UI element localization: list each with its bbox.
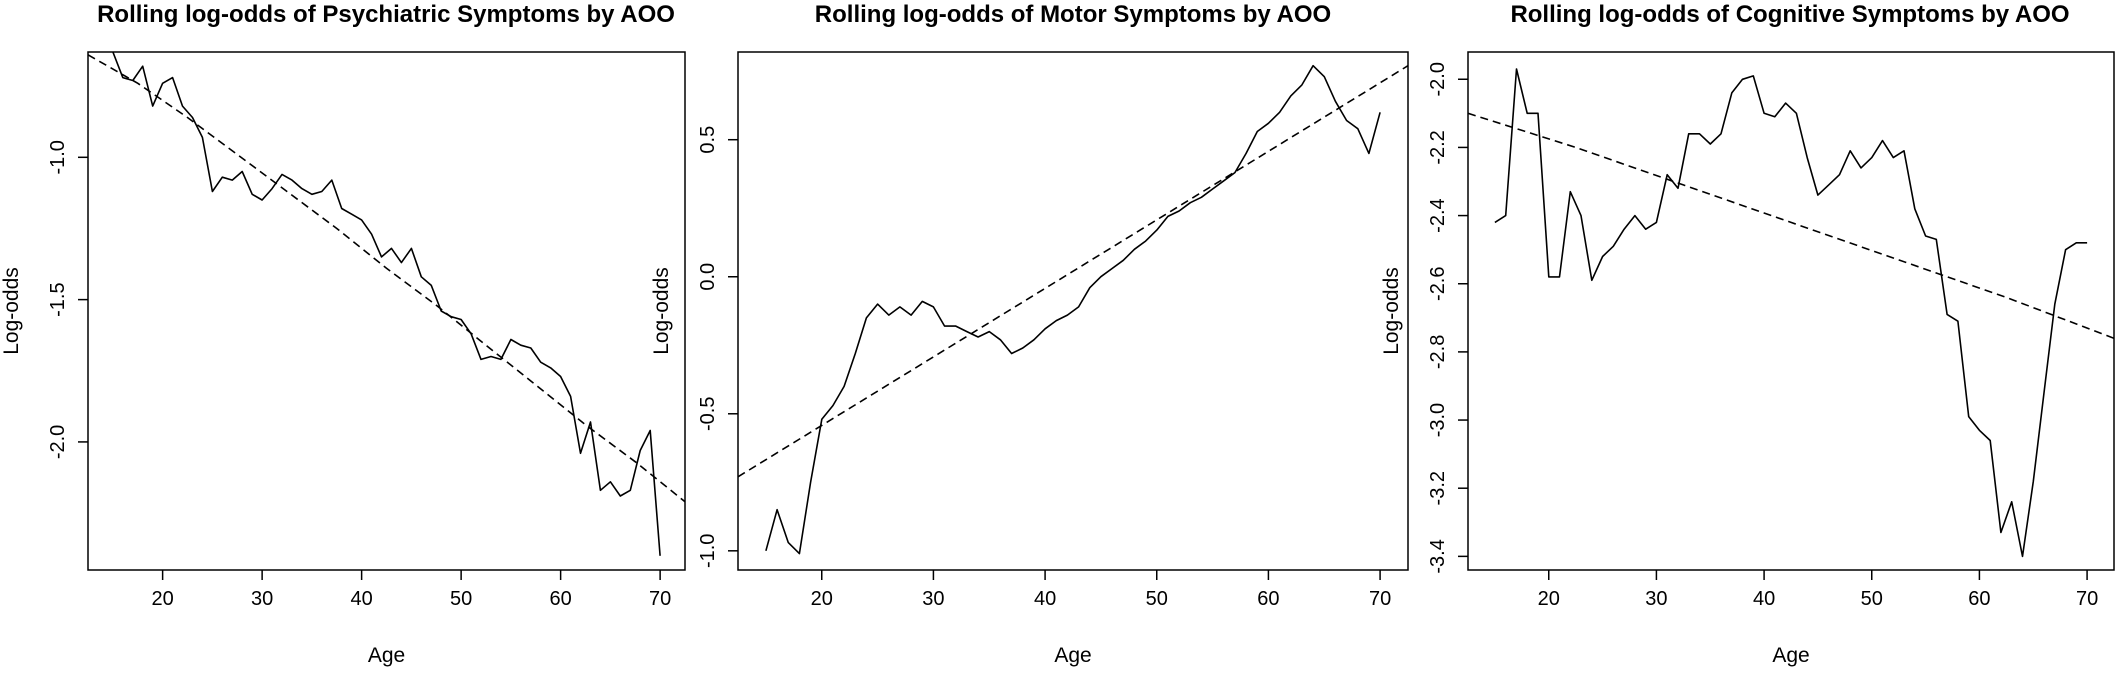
- cognitive-y-tick-label: -2.4: [1427, 198, 1449, 232]
- cognitive-plot-frame: [1467, 51, 2115, 571]
- psychiatric-x-tick-label: 20: [152, 588, 174, 610]
- motor-y-tick-label: -0.5: [697, 397, 719, 431]
- cognitive-y-tick-label: -3.0: [1427, 403, 1449, 437]
- cognitive-y-tick-label: -2.8: [1427, 335, 1449, 369]
- motor-chart: Rolling log-odds of Motor Symptoms by AO…: [650, 1, 1409, 667]
- cognitive-y-tick-label: -2.0: [1427, 62, 1449, 96]
- motor-y-tick-label: 0.0: [697, 263, 719, 291]
- psychiatric-trend-line: [88, 54, 685, 503]
- psychiatric-y-tick-label: -1.0: [47, 140, 69, 174]
- motor-x-tick-label: 20: [811, 588, 833, 610]
- psychiatric-y-axis-label: Log-odds: [0, 267, 23, 355]
- psychiatric-x-tick-label: 40: [351, 588, 373, 610]
- psychiatric-x-tick-label: 50: [450, 588, 472, 610]
- psychiatric-x-axis-label: Age: [368, 644, 405, 667]
- psychiatric-x-tick-label: 70: [649, 588, 671, 610]
- motor-x-tick-label: 60: [1257, 588, 1279, 610]
- motor-plot-frame: [737, 51, 1409, 571]
- cognitive-x-tick-label: 30: [1645, 588, 1667, 610]
- cognitive-trend-line: [1468, 112, 2114, 340]
- cognitive-chart: Rolling log-odds of Cognitive Symptoms b…: [1380, 1, 2115, 667]
- motor-y-tick-label: -1.0: [697, 534, 719, 568]
- motor-y-tick-label: 0.5: [697, 126, 719, 154]
- cognitive-x-tick-label: 70: [2076, 588, 2098, 610]
- psychiatric-x-tick-label: 60: [550, 588, 572, 610]
- cognitive-x-tick-label: 20: [1538, 588, 1560, 610]
- psychiatric-x-tick-label: 30: [251, 588, 273, 610]
- psychiatric-chart: Rolling log-odds of Psychiatric Symptoms…: [0, 1, 686, 667]
- motor-x-axis-label: Age: [1054, 644, 1091, 667]
- motor-x-tick-label: 40: [1034, 588, 1056, 610]
- cognitive-x-axis-label: Age: [1772, 644, 1809, 667]
- motor-x-tick-label: 30: [922, 588, 944, 610]
- psychiatric-y-tick-label: -2.0: [47, 425, 69, 459]
- cognitive-y-axis-label: Log-odds: [1380, 267, 1403, 355]
- cognitive-y-tick-label: -2.2: [1427, 130, 1449, 164]
- cognitive-rolling-line: [1494, 68, 2088, 558]
- motor-chart-title: Rolling log-odds of Motor Symptoms by AO…: [815, 1, 1331, 28]
- cognitive-x-tick-label: 50: [1861, 588, 1883, 610]
- cognitive-y-tick-label: -3.2: [1427, 471, 1449, 505]
- psychiatric-chart-title: Rolling log-odds of Psychiatric Symptoms…: [97, 1, 675, 28]
- psychiatric-rolling-line: [112, 52, 661, 556]
- cognitive-y-tick-label: -3.4: [1427, 539, 1449, 573]
- psychiatric-plot-frame: [87, 51, 686, 571]
- motor-rolling-line: [765, 64, 1381, 555]
- motor-trend-line: [738, 65, 1408, 478]
- cognitive-x-tick-label: 60: [1968, 588, 1990, 610]
- cognitive-chart-title: Rolling log-odds of Cognitive Symptoms b…: [1510, 1, 2069, 28]
- cognitive-x-tick-label: 40: [1753, 588, 1775, 610]
- motor-x-tick-label: 70: [1369, 588, 1391, 610]
- cognitive-y-tick-label: -2.6: [1427, 267, 1449, 301]
- motor-x-tick-label: 50: [1146, 588, 1168, 610]
- motor-y-axis-label: Log-odds: [650, 267, 673, 355]
- psychiatric-y-tick-label: -1.5: [47, 282, 69, 316]
